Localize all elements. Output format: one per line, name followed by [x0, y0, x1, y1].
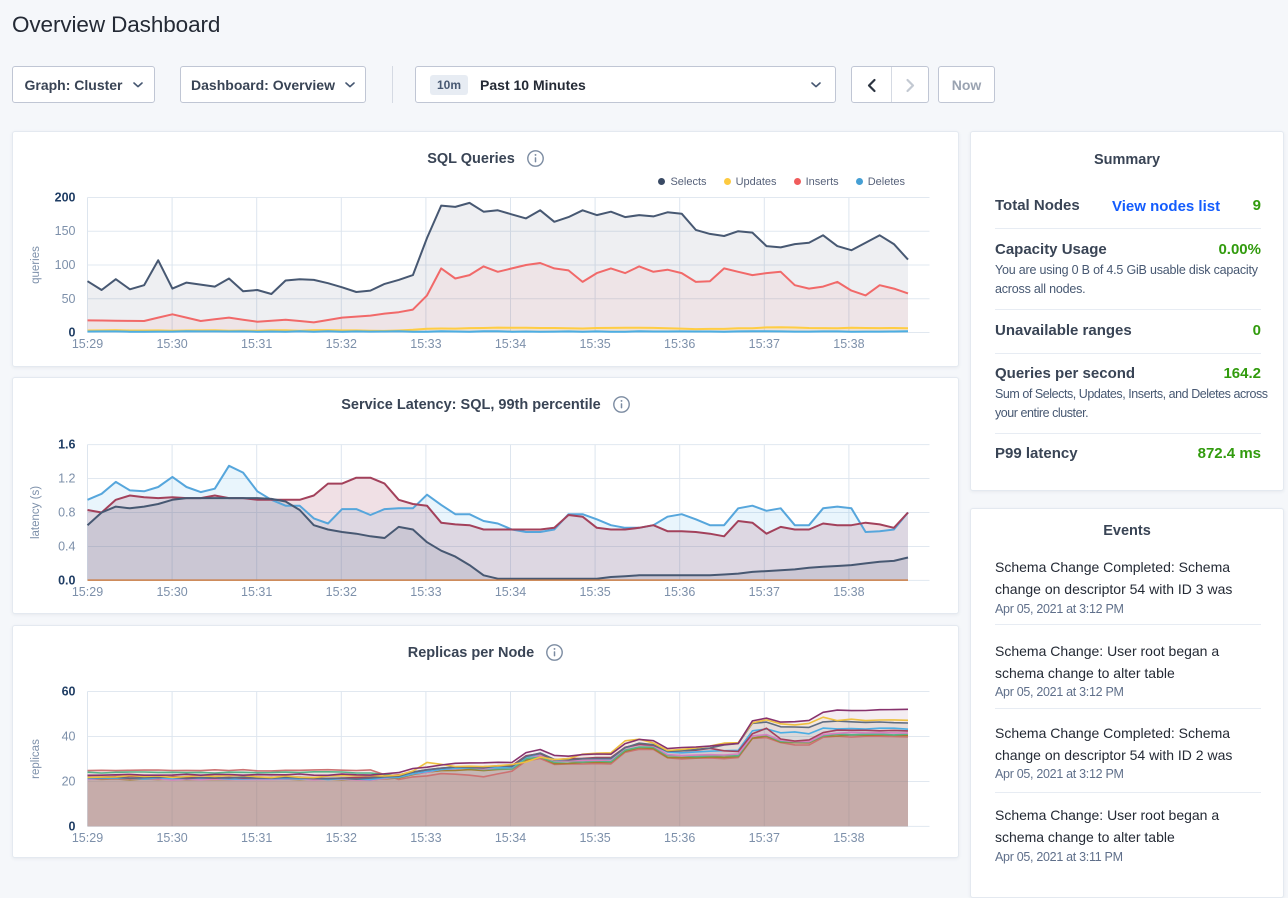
svg-text:60: 60 — [62, 685, 76, 699]
svg-text:15:34: 15:34 — [495, 337, 526, 351]
svg-text:15:32: 15:32 — [326, 585, 357, 599]
svg-text:15:37: 15:37 — [749, 337, 780, 351]
svg-text:queries: queries — [30, 246, 42, 284]
svg-text:15:38: 15:38 — [833, 831, 864, 845]
svg-text:15:29: 15:29 — [72, 337, 103, 351]
svg-text:replicas: replicas — [30, 739, 42, 779]
svg-text:50: 50 — [62, 292, 76, 306]
svg-text:15:36: 15:36 — [664, 337, 695, 351]
svg-text:15:30: 15:30 — [156, 337, 187, 351]
svg-text:15:36: 15:36 — [664, 831, 695, 845]
svg-text:15:31: 15:31 — [241, 585, 272, 599]
svg-text:15:33: 15:33 — [410, 337, 441, 351]
svg-text:15:30: 15:30 — [156, 585, 187, 599]
svg-text:15:34: 15:34 — [495, 585, 526, 599]
svg-text:100: 100 — [55, 258, 76, 272]
svg-text:0.0: 0.0 — [58, 573, 75, 587]
svg-text:40: 40 — [62, 730, 76, 744]
svg-text:15:35: 15:35 — [579, 337, 610, 351]
svg-text:0: 0 — [69, 819, 76, 833]
svg-text:15:29: 15:29 — [72, 831, 103, 845]
svg-text:15:32: 15:32 — [326, 831, 357, 845]
svg-text:150: 150 — [55, 224, 76, 238]
svg-text:15:32: 15:32 — [326, 337, 357, 351]
svg-text:15:31: 15:31 — [241, 337, 272, 351]
svg-text:15:30: 15:30 — [156, 831, 187, 845]
svg-text:15:38: 15:38 — [833, 585, 864, 599]
svg-text:20: 20 — [62, 774, 76, 788]
svg-text:1.2: 1.2 — [58, 472, 75, 486]
svg-text:0.8: 0.8 — [58, 506, 75, 520]
svg-text:latency (s): latency (s) — [30, 486, 42, 539]
svg-text:0: 0 — [69, 326, 76, 340]
svg-text:15:31: 15:31 — [241, 831, 272, 845]
svg-text:15:34: 15:34 — [495, 831, 526, 845]
svg-text:15:36: 15:36 — [664, 585, 695, 599]
svg-text:15:37: 15:37 — [749, 585, 780, 599]
svg-text:15:38: 15:38 — [833, 337, 864, 351]
svg-text:15:35: 15:35 — [579, 831, 610, 845]
svg-text:15:35: 15:35 — [579, 585, 610, 599]
svg-text:15:29: 15:29 — [72, 585, 103, 599]
svg-text:200: 200 — [55, 191, 76, 205]
svg-text:15:33: 15:33 — [410, 585, 441, 599]
svg-text:15:33: 15:33 — [410, 831, 441, 845]
svg-text:1.6: 1.6 — [58, 438, 75, 452]
svg-text:15:37: 15:37 — [749, 831, 780, 845]
svg-text:0.4: 0.4 — [58, 539, 75, 553]
